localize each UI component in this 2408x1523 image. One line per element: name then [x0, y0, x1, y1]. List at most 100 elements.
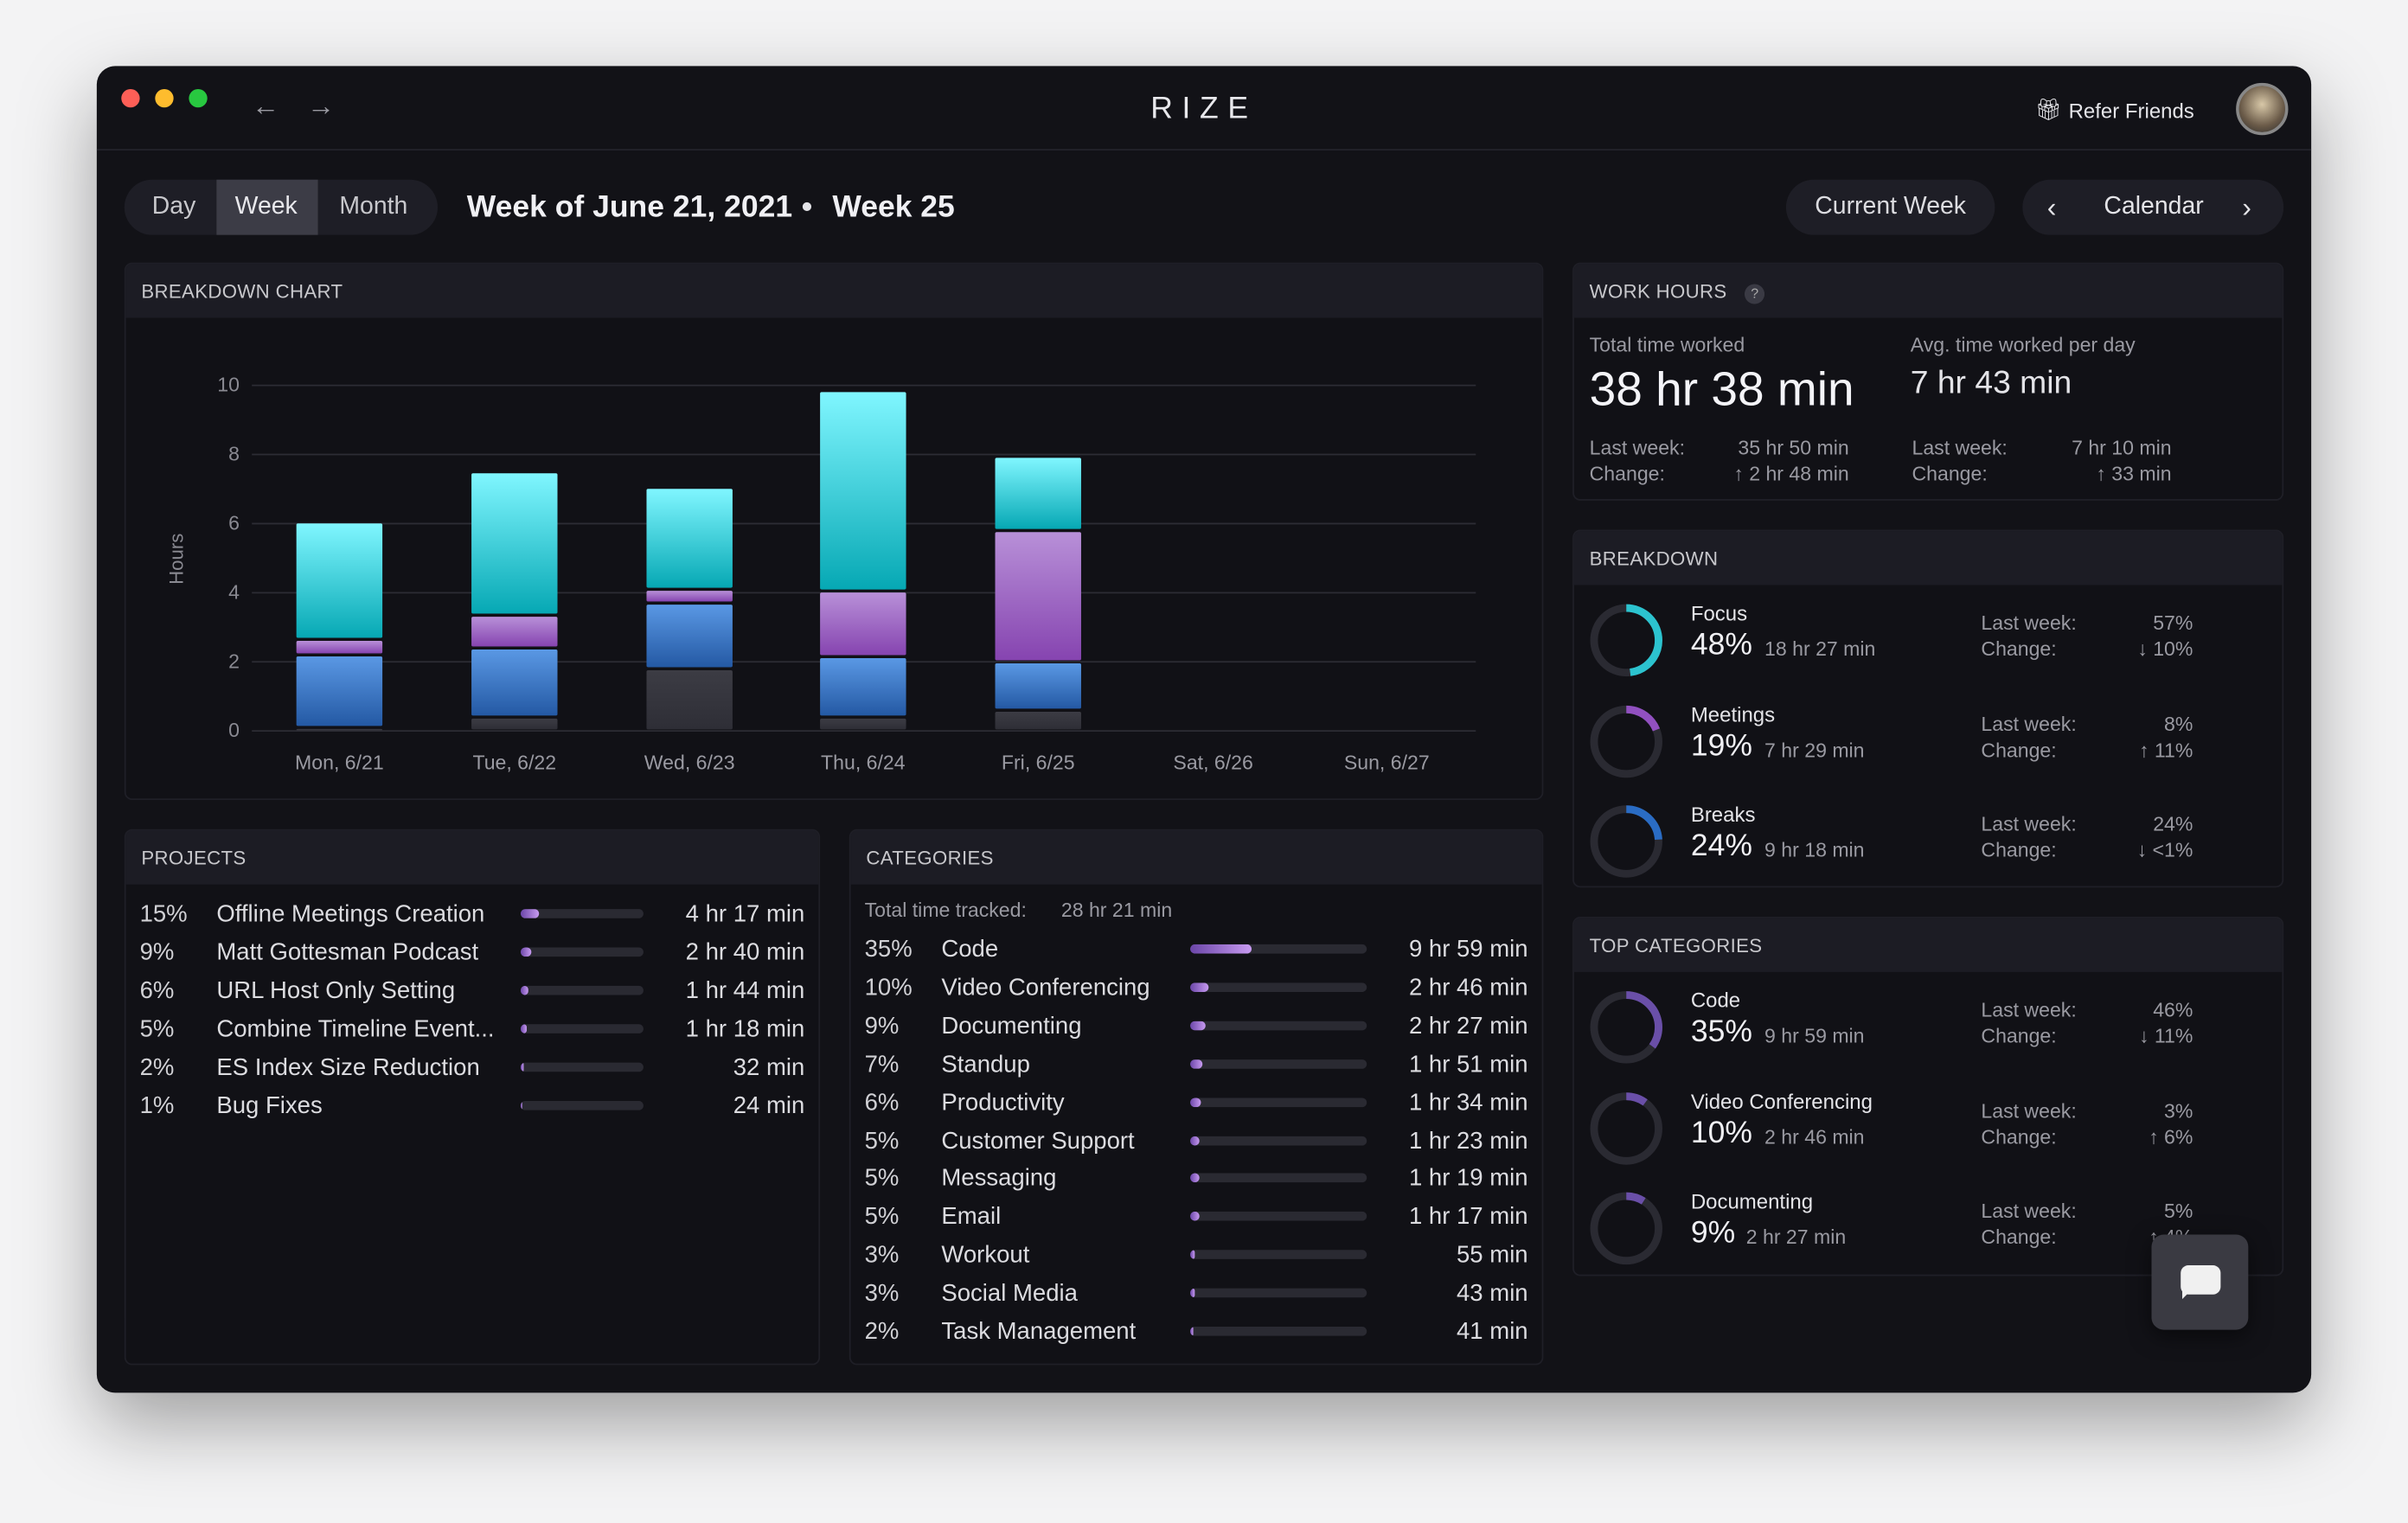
- item-percent: 3%: [864, 1280, 900, 1308]
- item-percent: 10%: [864, 975, 913, 1001]
- last-week-label: Last week:: [1912, 436, 2008, 459]
- x-tick-label: Mon, 6/21: [295, 752, 384, 774]
- change-label: Change:: [1981, 1024, 2057, 1047]
- stat-name: Documenting: [1690, 1190, 1814, 1213]
- list-item[interactable]: 2% Task Management 41 min: [851, 1315, 1542, 1353]
- change-label: Change:: [1981, 1124, 2057, 1149]
- list-item[interactable]: 9% Documenting 2 hr 27 min: [851, 1008, 1542, 1046]
- bar-segment: [646, 591, 733, 602]
- item-percent: 3%: [864, 1242, 900, 1269]
- work-hours-title: WORK HOURS: [1589, 280, 1727, 303]
- stat-percent: 9%: [1690, 1216, 1736, 1251]
- item-percent: 2%: [139, 1054, 175, 1081]
- y-tick-label: 10: [217, 374, 240, 396]
- change-value: ↑ 6%: [2149, 1124, 2193, 1149]
- stat-row: Code 35% 9 hr 59 min Last week: Change: …: [1574, 989, 2283, 1068]
- list-item[interactable]: 35% Code 9 hr 59 min: [851, 932, 1542, 970]
- calendar-navigator: ‹ Calendar ›: [2022, 179, 2284, 235]
- stat-percent: 35%: [1690, 1014, 1752, 1049]
- list-item[interactable]: 1% Bug Fixes 24 min: [126, 1089, 819, 1127]
- donut-chart: [1590, 1091, 1662, 1164]
- donut-chart: [1590, 805, 1662, 878]
- close-window-button[interactable]: [121, 88, 140, 108]
- bar-segment: [471, 718, 558, 730]
- list-item[interactable]: 7% Standup 1 hr 51 min: [851, 1046, 1542, 1085]
- last-week-value: 8%: [2164, 711, 2193, 735]
- calendar-button[interactable]: Calendar: [2104, 193, 2204, 220]
- chevron-left-icon[interactable]: ‹: [2046, 191, 2057, 223]
- item-time: 32 min: [733, 1054, 805, 1081]
- x-tick-label: Wed, 6/23: [644, 752, 735, 774]
- change-label: Change:: [1589, 462, 1665, 486]
- y-tick-label: 4: [228, 580, 240, 603]
- chat-button[interactable]: [2151, 1234, 2249, 1330]
- tab-month[interactable]: Month: [339, 193, 408, 220]
- last-week-value: 3%: [2164, 1098, 2193, 1123]
- list-item[interactable]: 6% URL Host Only Setting 1 hr 44 min: [126, 974, 819, 1012]
- maximize-window-button[interactable]: [189, 88, 208, 108]
- categories-panel: CATEGORIES Total time tracked: 28 hr 21 …: [849, 829, 1544, 1366]
- item-percent: 2%: [864, 1319, 900, 1346]
- x-tick-label: Sun, 6/27: [1344, 752, 1430, 774]
- item-name: Code: [941, 937, 999, 963]
- help-icon[interactable]: ?: [1745, 284, 1765, 304]
- bar-segment: [646, 489, 733, 588]
- refer-friends-link[interactable]: Refer Friends: [2068, 99, 2194, 124]
- change-value: ↑ 11%: [2138, 738, 2193, 761]
- current-week-button[interactable]: Current Week: [1785, 179, 1995, 235]
- breakdown-chart-panel: BREAKDOWN CHART 0 2 4 6 8 10 Hours Mon, 6/21 Tue…: [124, 262, 1544, 801]
- stat-time: 7 hr 29 min: [1764, 738, 1865, 761]
- avg-change: ↑ 33 min: [2096, 462, 2172, 486]
- item-time: 1 hr 18 min: [685, 1016, 805, 1043]
- gift-icon[interactable]: 🎁︎: [2034, 96, 2063, 122]
- item-percent: 6%: [139, 977, 175, 1005]
- list-item[interactable]: 5% Customer Support 1 hr 23 min: [851, 1123, 1542, 1161]
- x-tick-label: Tue, 6/22: [472, 752, 556, 774]
- item-time: 1 hr 17 min: [1408, 1204, 1528, 1231]
- list-item[interactable]: 10% Video Conferencing 2 hr 46 min: [851, 970, 1542, 1008]
- item-percent: 9%: [864, 1013, 900, 1040]
- item-percent: 1%: [139, 1093, 175, 1120]
- list-item[interactable]: 5% Messaging 1 hr 19 min: [851, 1161, 1542, 1200]
- item-name: Task Management: [941, 1319, 1137, 1346]
- bar-segment: [296, 641, 383, 654]
- item-percent: 5%: [864, 1166, 900, 1193]
- tab-week[interactable]: Week: [234, 193, 298, 220]
- list-item[interactable]: 5% Combine Timeline Event... 1 hr 18 min: [126, 1012, 819, 1050]
- stat-time: 9 hr 59 min: [1764, 1024, 1865, 1047]
- y-tick-label: 0: [228, 719, 240, 741]
- item-name: Documenting: [941, 1013, 1082, 1040]
- list-item[interactable]: 15% Offline Meetings Creation 4 hr 17 mi…: [126, 897, 819, 935]
- last-week-value: 46%: [2153, 998, 2193, 1021]
- list-item[interactable]: 3% Social Media 43 min: [851, 1277, 1542, 1315]
- x-tick-label: Fri, 6/25: [1002, 752, 1075, 774]
- chevron-right-icon[interactable]: ›: [2242, 191, 2251, 223]
- back-arrow-icon[interactable]: ←: [252, 90, 280, 122]
- stat-percent: 10%: [1690, 1115, 1752, 1149]
- item-percent: 9%: [139, 939, 175, 966]
- item-time: 24 min: [733, 1093, 805, 1120]
- total-worked-value: 38 hr 38 min: [1589, 362, 1854, 417]
- item-percent: 5%: [864, 1204, 900, 1231]
- tab-day[interactable]: Day: [151, 193, 196, 220]
- list-item[interactable]: 9% Matt Gottesman Podcast 2 hr 40 min: [126, 935, 819, 973]
- item-time: 9 hr 59 min: [1408, 937, 1528, 963]
- list-item[interactable]: 2% ES Index Size Reduction 32 min: [126, 1050, 819, 1088]
- change-value: ↓ <1%: [2136, 838, 2193, 862]
- total-last-week: 35 hr 50 min: [1738, 436, 1849, 459]
- list-item[interactable]: 3% Workout 55 min: [851, 1238, 1542, 1276]
- avatar[interactable]: [2236, 82, 2289, 136]
- breakdown-title: BREAKDOWN: [1573, 531, 2283, 586]
- stat-percent: 19%: [1690, 728, 1752, 763]
- bar-segment: [296, 656, 383, 726]
- forward-arrow-icon[interactable]: →: [307, 90, 336, 122]
- list-item[interactable]: 6% Productivity 1 hr 34 min: [851, 1085, 1542, 1123]
- last-week-value: 24%: [2153, 812, 2193, 835]
- avg-worked-label: Avg. time worked per day: [1910, 333, 2136, 356]
- work-hours-panel: WORK HOURS ? Total time worked 38 hr 38 …: [1572, 262, 2284, 501]
- top-categories-title: TOP CATEGORIES: [1573, 918, 2283, 972]
- stat-name: Meetings: [1690, 702, 1776, 726]
- list-item[interactable]: 5% Email 1 hr 17 min: [851, 1200, 1542, 1238]
- total-tracked-value: 28 hr 21 min: [1060, 898, 1173, 922]
- minimize-window-button[interactable]: [155, 88, 174, 108]
